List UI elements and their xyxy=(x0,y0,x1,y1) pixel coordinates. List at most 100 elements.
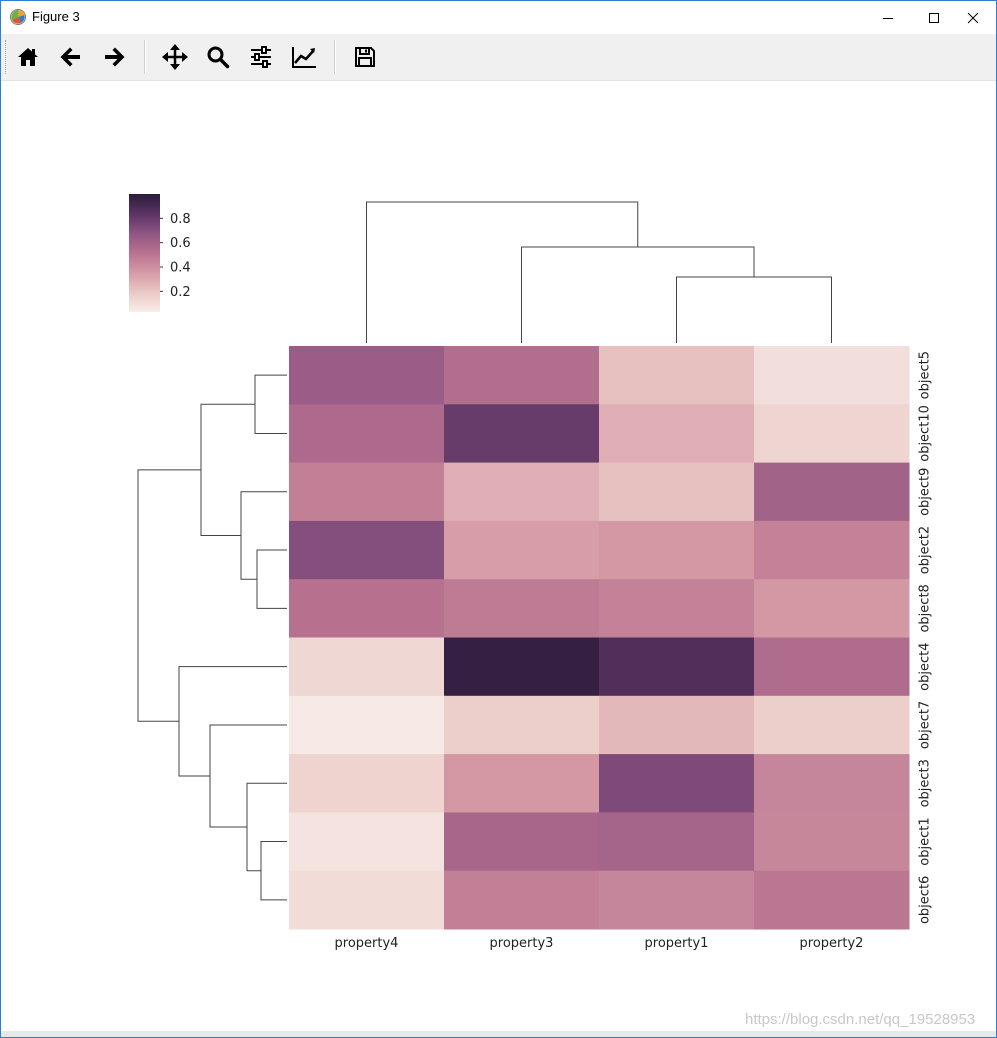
colorbar: 0.2 0.4 0.6 0.8 xyxy=(129,194,191,312)
row-label: object9 xyxy=(918,468,933,516)
heatmap-cell xyxy=(444,404,600,464)
heatmap-cell xyxy=(754,637,910,697)
heatmap-cell xyxy=(599,346,755,405)
heatmap-cell xyxy=(289,462,445,522)
row-label: object10 xyxy=(918,405,933,462)
heatmap-cell xyxy=(599,404,755,464)
colorbar-tick-label: 0.6 xyxy=(170,236,191,251)
back-button[interactable] xyxy=(53,39,89,75)
column-label: property1 xyxy=(645,936,709,951)
dendrogram-link xyxy=(366,201,639,343)
column-dendrogram xyxy=(366,201,832,343)
heatmap-cell xyxy=(444,812,600,872)
row-label: object8 xyxy=(918,584,933,632)
colorbar-tick-label: 0.8 xyxy=(170,212,191,227)
heatmap-cell xyxy=(754,870,910,930)
column-label: property2 xyxy=(800,936,864,951)
title-bar[interactable]: Figure 3 xyxy=(1,1,996,34)
save-button[interactable] xyxy=(347,39,383,75)
row-label: object5 xyxy=(918,351,933,399)
dendrogram-link xyxy=(178,666,287,777)
configure-subplots-button[interactable] xyxy=(243,39,279,75)
row-label: object7 xyxy=(918,701,933,749)
heatmap-cell xyxy=(599,462,755,522)
row-label: object6 xyxy=(918,876,933,924)
heatmap-cell xyxy=(289,346,445,405)
heatmap-cell xyxy=(754,346,910,405)
colorbar-tick-label: 0.4 xyxy=(170,260,191,275)
home-icon xyxy=(18,48,38,66)
heatmap-cell xyxy=(444,462,600,522)
dendrogram-link xyxy=(137,469,201,722)
heatmap-cell xyxy=(599,695,755,755)
sliders-icon xyxy=(251,46,271,68)
home-button[interactable] xyxy=(10,39,46,75)
edit-axis-button[interactable] xyxy=(286,39,322,75)
column-labels: property4 property3 property1 property2 xyxy=(335,936,864,951)
maximize-button[interactable] xyxy=(911,1,957,34)
heatmap-cell xyxy=(444,346,600,405)
forward-button[interactable] xyxy=(96,39,132,75)
navigation-toolbar xyxy=(1,34,996,81)
column-label: property4 xyxy=(335,936,399,951)
heatmap-cell xyxy=(754,404,910,464)
heatmap-cell xyxy=(444,695,600,755)
heatmap-cell xyxy=(289,754,445,813)
colorbar-tick-label: 0.2 xyxy=(170,285,191,300)
row-label: object3 xyxy=(918,759,933,807)
heatmap-cell xyxy=(599,520,755,580)
maximize-icon xyxy=(929,12,939,23)
dendrogram-link xyxy=(209,724,287,828)
bottom-scrollbar[interactable] xyxy=(1,1031,996,1037)
heatmap-cell xyxy=(444,520,600,580)
heatmap-cell xyxy=(289,695,445,755)
close-icon xyxy=(967,12,979,23)
floppy-disk-icon xyxy=(355,47,375,67)
heatmap-cell xyxy=(599,579,755,638)
colorbar-gradient xyxy=(129,194,160,312)
heatmap-cell xyxy=(599,812,755,872)
heatmap-cell xyxy=(289,637,445,697)
pan-button[interactable] xyxy=(157,39,193,75)
window-title: Figure 3 xyxy=(32,9,80,24)
column-label: property3 xyxy=(490,936,554,951)
minimize-icon xyxy=(883,17,893,19)
row-label: object4 xyxy=(918,642,933,690)
toolbar-grip[interactable] xyxy=(5,40,8,74)
dendrogram-link xyxy=(256,549,287,609)
heatmap-cell xyxy=(599,754,755,813)
move-icon xyxy=(162,44,188,70)
heatmap-cell xyxy=(289,520,445,580)
line-chart-icon xyxy=(292,47,316,68)
row-dendrogram xyxy=(137,374,287,901)
row-labels: object5 object10 object9 object2 object8 obje… xyxy=(918,351,933,924)
arrow-right-icon xyxy=(105,47,125,67)
row-label: object1 xyxy=(918,817,933,865)
heatmap-cell xyxy=(754,754,910,813)
minimize-button[interactable] xyxy=(865,1,911,34)
heatmap-cell xyxy=(444,579,600,638)
heatmap-cell xyxy=(289,404,445,464)
heatmap-cell xyxy=(754,695,910,755)
magnifier-icon xyxy=(207,46,230,69)
heatmap-cell xyxy=(599,637,755,697)
heatmap-cell xyxy=(444,754,600,813)
dendrogram-link xyxy=(521,246,755,343)
close-button[interactable] xyxy=(950,1,996,34)
matplotlib-app-icon xyxy=(9,8,27,26)
heatmap-grid xyxy=(289,346,910,930)
dendrogram-link xyxy=(254,374,287,434)
toolbar-separator xyxy=(334,40,336,74)
heatmap-cell xyxy=(599,870,755,930)
watermark: https://blog.csdn.net/qq_19528953 xyxy=(745,1011,976,1028)
dendrogram-link xyxy=(200,403,255,536)
heatmap-cell xyxy=(754,812,910,872)
toolbar-separator xyxy=(144,40,146,74)
heatmap-cell xyxy=(754,520,910,580)
heatmap-cell xyxy=(289,870,445,930)
clustermap-chart: 0.2 0.4 0.6 0.8 property4 property3 property1… xyxy=(129,194,933,951)
dendrogram-link xyxy=(246,782,287,872)
figure-canvas[interactable]: 0.2 0.4 0.6 0.8 property4 property3 property1… xyxy=(1,81,996,1031)
zoom-button[interactable] xyxy=(200,39,236,75)
